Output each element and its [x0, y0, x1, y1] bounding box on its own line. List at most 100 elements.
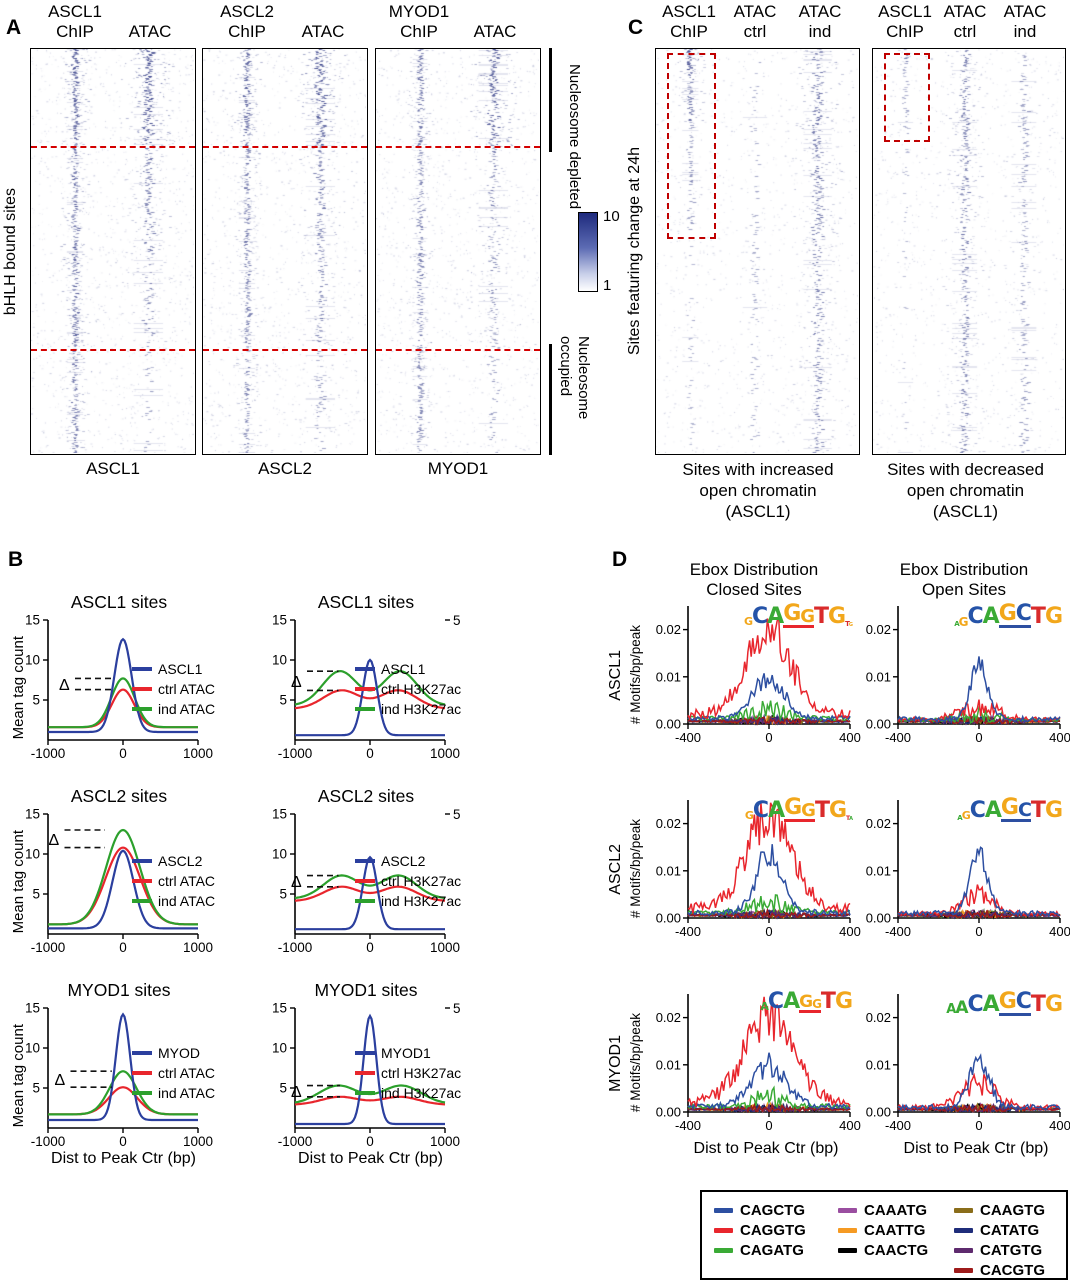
legend-item-ind-atac: ind ATAC [132, 892, 215, 910]
nucleosome-divider-line [203, 146, 367, 149]
logo-letter: G [998, 601, 1017, 628]
heatmap-a-bottom-label-myod1: MYOD1 [427, 459, 489, 478]
caption-line: (ASCL1) [725, 502, 791, 521]
header-line: ind [1013, 22, 1037, 41]
svg-text:0.00: 0.00 [656, 717, 681, 732]
svg-text:0.00: 0.00 [866, 1105, 891, 1120]
svg-text:0.02: 0.02 [656, 816, 681, 831]
legend-label: ind ATAC [158, 1085, 216, 1101]
caption-line: (ASCL1) [932, 502, 999, 521]
heatmap-a-myod1-canvas [376, 49, 539, 453]
legend-item-ctrl-atac: ctrl ATAC [132, 1064, 215, 1082]
logo-letter: A [760, 1000, 768, 1014]
svg-text:0.00: 0.00 [866, 911, 891, 926]
motif-swatch [714, 1247, 733, 1253]
legend-swatch [355, 859, 375, 863]
nucleosome-divider-line [31, 348, 195, 351]
panel-d-label: D [612, 548, 628, 571]
logo-letter: T [820, 989, 836, 1014]
caption-increased: Sites with increased open chromatin (ASC… [648, 459, 868, 522]
caption-line: Sites with increased [682, 460, 834, 479]
svg-text:0.00: 0.00 [656, 1105, 681, 1120]
motif-label: CAGATG [740, 1241, 804, 1259]
svg-text:10: 10 [25, 847, 40, 862]
svg-text:400: 400 [1049, 924, 1070, 939]
logo-letter: G [743, 615, 753, 629]
logo-letter: A [957, 814, 963, 823]
svg-text:Δ: Δ [291, 1084, 302, 1101]
logo-letter: G [848, 622, 853, 629]
nucleosome-divider-line [31, 146, 195, 149]
logo-letter: G [1044, 604, 1063, 629]
svg-text:5: 5 [279, 887, 287, 902]
svg-text:0: 0 [366, 1134, 374, 1149]
legend-myod1-atac: MYOD ctrl ATAC ind ATAC [132, 1044, 215, 1104]
svg-text:5: 5 [32, 887, 40, 902]
header-line: ASCL1 [48, 2, 102, 21]
svg-text:Δ: Δ [49, 832, 60, 849]
label-nucleosome-occupied: Nucleosome occupied [557, 336, 592, 420]
logo-letter: C [752, 798, 769, 823]
header-a-ascl2-chip: ASCL2 ChIP [212, 2, 282, 42]
highlight-rect-increased [667, 53, 716, 240]
d-row2-name-wrap: ASCL2 [607, 794, 624, 944]
svg-text:0: 0 [975, 924, 982, 939]
svg-text:0: 0 [119, 940, 127, 955]
logo-letter: C [969, 798, 986, 823]
svg-text:10: 10 [272, 1041, 287, 1056]
plot-ascl2-h3k27ac: ASCL2 sites 5 10 15 -1000 0 1000 5 Δ ASCL2 ctrl … [253, 786, 479, 978]
logo-letter: T [1030, 992, 1046, 1017]
svg-text:-1000: -1000 [31, 1134, 66, 1149]
header-line: ASCL2 [220, 2, 274, 21]
svg-text:0: 0 [975, 1118, 982, 1133]
heatmap-a-myod1 [375, 48, 541, 455]
svg-text:15: 15 [272, 807, 287, 822]
legend-item-ind-h3k27ac: ind H3K27ac [355, 892, 461, 910]
legend-label: ctrl ATAC [158, 873, 216, 889]
legend-swatch [132, 879, 152, 883]
header-line: ind [808, 22, 832, 41]
svg-text:Δ: Δ [59, 677, 70, 694]
svg-text:1000: 1000 [430, 940, 460, 955]
logo-letter: A [954, 620, 960, 629]
legend-item-myod: MYOD [132, 1044, 215, 1062]
logo-letter: G [958, 614, 969, 629]
d-xlabel-open: Dist to Peak Ctr (bp) [903, 1140, 1049, 1157]
motif-legend: CAGCTG CAGGTG CAGATG CAAATG CAATTG CAACTG CA… [700, 1190, 1068, 1280]
svg-text:-400: -400 [675, 730, 701, 745]
svg-text:15: 15 [25, 613, 40, 628]
panel-a-ylabel: bHLH bound sites [2, 187, 19, 316]
motif-swatch [838, 1227, 857, 1233]
svg-text:10: 10 [25, 653, 40, 668]
svg-text:400: 400 [839, 730, 861, 745]
ascl2-ebox-open-chart: 0.00 0.01 0.02 -400 0 400 [866, 800, 1070, 939]
svg-text:0.02: 0.02 [866, 1010, 891, 1025]
legend-swatch [355, 667, 375, 671]
svg-text:-400: -400 [675, 924, 701, 939]
heatmap-a-bottom-label-ascl2: ASCL2 [258, 459, 312, 478]
header-line: ChIP [886, 22, 924, 41]
legend-item-ind-atac: ind ATAC [132, 1084, 215, 1102]
svg-text:5: 5 [453, 807, 461, 822]
svg-text:15: 15 [25, 1001, 40, 1016]
colorbar-max-label: 10 [603, 208, 620, 225]
header-c2-chip: ASCL1 ChIP [870, 2, 940, 42]
label-nucleosome-depleted-wrap: Nucleosome depleted [554, 44, 594, 229]
svg-text:0.02: 0.02 [866, 816, 891, 831]
svg-text:0: 0 [119, 1134, 127, 1149]
caption-line: open chromatin [906, 481, 1025, 500]
logo-letter: G [744, 809, 754, 823]
d-col-title-line: Open Sites [921, 580, 1007, 599]
motif-swatch [954, 1267, 973, 1273]
nucleosome-divider-line [203, 348, 367, 351]
logo-letter: A [982, 992, 1000, 1017]
header-line: ChIP [56, 22, 94, 41]
logo-letter: C [967, 992, 984, 1017]
svg-text:0: 0 [765, 924, 772, 939]
myod1-ebox-open-chart: 0.00 0.01 0.02 -400 0 400 [866, 994, 1070, 1133]
heatmap-a-bottom-label-ascl1: ASCL1 [86, 459, 140, 478]
motif-label: CAAGTG [980, 1201, 1045, 1219]
